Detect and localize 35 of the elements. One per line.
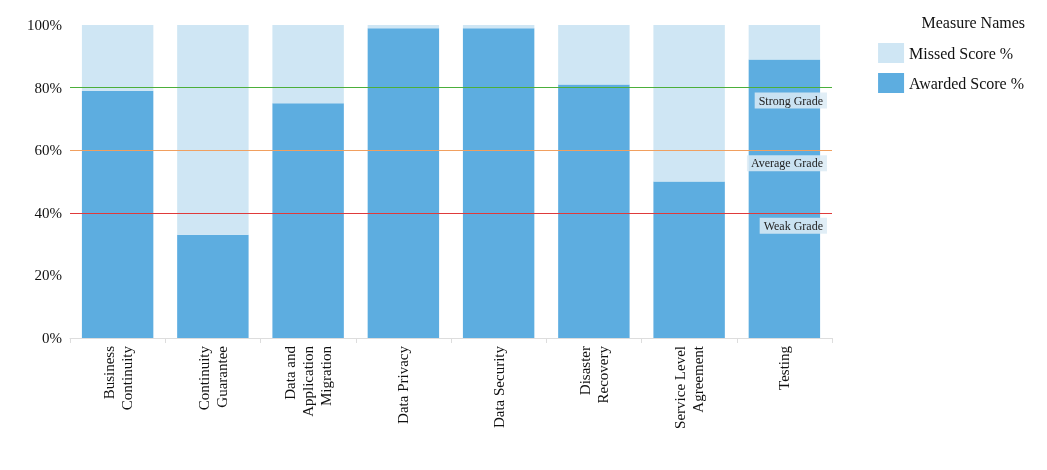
legend-label: Missed Score % xyxy=(909,44,1014,62)
bar xyxy=(177,234,249,338)
bar xyxy=(81,90,154,338)
bar xyxy=(558,25,630,85)
x-tick-label: Data Privacy xyxy=(395,345,412,424)
x-tick-label: Testing xyxy=(776,345,793,390)
bar xyxy=(558,84,630,338)
y-tick-label: 0% xyxy=(42,330,62,346)
y-tick-label: 80% xyxy=(34,79,62,96)
bar xyxy=(177,25,249,235)
x-tick-label: Service Level Agreement xyxy=(672,345,707,429)
bar xyxy=(367,28,440,338)
x-tick-label: Business Continuity xyxy=(100,345,135,411)
bar xyxy=(272,25,344,104)
x-tick-label: Continuity Guarantee xyxy=(195,345,230,411)
y-tick-label: 100% xyxy=(27,17,62,33)
ref-line-label: Strong Grade xyxy=(758,93,823,108)
bar xyxy=(81,25,154,91)
x-tick-label: Disaster Recovery xyxy=(576,345,611,404)
bar xyxy=(748,25,821,60)
y-tick-label: 40% xyxy=(34,204,62,221)
y-tick-label: 20% xyxy=(34,267,62,284)
bar xyxy=(653,181,725,338)
ref-line-label: Average Grade xyxy=(750,156,823,171)
x-tick-label: Data and Application Migration xyxy=(282,345,335,417)
ref-line-label: Weak Grade xyxy=(763,218,823,233)
bar xyxy=(462,28,535,338)
x-tick-label: Data Security xyxy=(490,345,507,429)
bar xyxy=(367,25,440,29)
bar xyxy=(462,25,535,29)
bar xyxy=(272,103,344,338)
y-tick-label: 60% xyxy=(34,142,62,159)
legend-label: Awarded Score % xyxy=(909,74,1025,92)
legend-title: Measure Names xyxy=(921,13,1025,31)
bar xyxy=(653,25,725,182)
